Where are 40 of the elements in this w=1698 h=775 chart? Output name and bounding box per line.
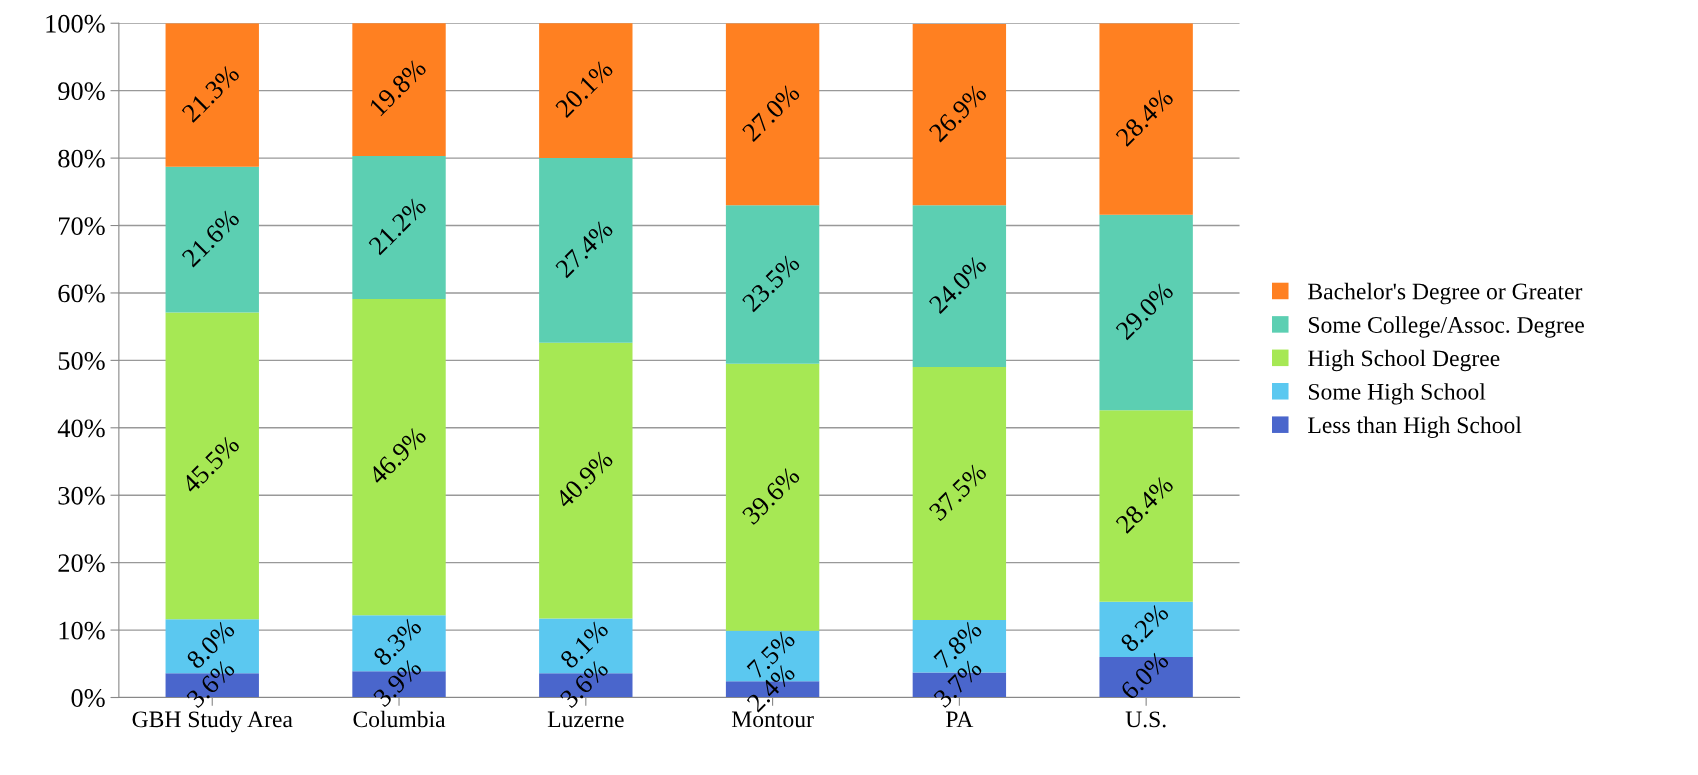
y-tick-label: 70% [59, 217, 105, 236]
bar [165, 23, 259, 167]
bar [1099, 23, 1193, 215]
legend-label: Less than High School [1308, 416, 1522, 439]
bar [725, 205, 820, 364]
x-tick-label: U.S. [1125, 711, 1166, 728]
bar [539, 342, 633, 619]
legend-label: Some College/Assoc. Degree [1308, 316, 1584, 338]
y-tick-label: 20% [58, 554, 105, 573]
x-tick-label: Montour [731, 711, 814, 728]
bar [725, 23, 820, 206]
bar [1099, 214, 1193, 411]
x-tick-label: Columbia [353, 710, 446, 728]
x-tick-label: GBH Study Area [132, 710, 293, 733]
bar [539, 158, 633, 343]
bar [165, 312, 259, 620]
y-tick-label: 0% [71, 689, 105, 707]
y-tick-label: 90% [58, 82, 105, 101]
bar [165, 166, 259, 313]
bar [1099, 410, 1193, 602]
bar [725, 363, 820, 631]
y-tick-label: 80% [58, 149, 105, 168]
bar [912, 367, 1007, 620]
x-tick-label: PA [946, 711, 974, 728]
legend-label: Bachelor's Degree or Greater [1308, 282, 1583, 305]
y-tick-label: 30% [58, 486, 105, 505]
bar [912, 205, 1007, 368]
y-tick-label: 40% [57, 419, 105, 438]
bar [352, 156, 446, 300]
y-tick-label: 100% [46, 14, 105, 33]
legend-label: Some High School [1308, 383, 1486, 405]
bar [539, 23, 633, 159]
y-tick-label: 60% [58, 284, 105, 303]
legend-label: High School Degree [1308, 349, 1500, 372]
x-tick-label: Luzerne [547, 711, 624, 728]
y-tick-label: 10% [59, 621, 105, 640]
bar [912, 23, 1007, 206]
bar [352, 23, 446, 157]
bar [352, 299, 446, 616]
y-tick-label: 50% [58, 351, 105, 370]
